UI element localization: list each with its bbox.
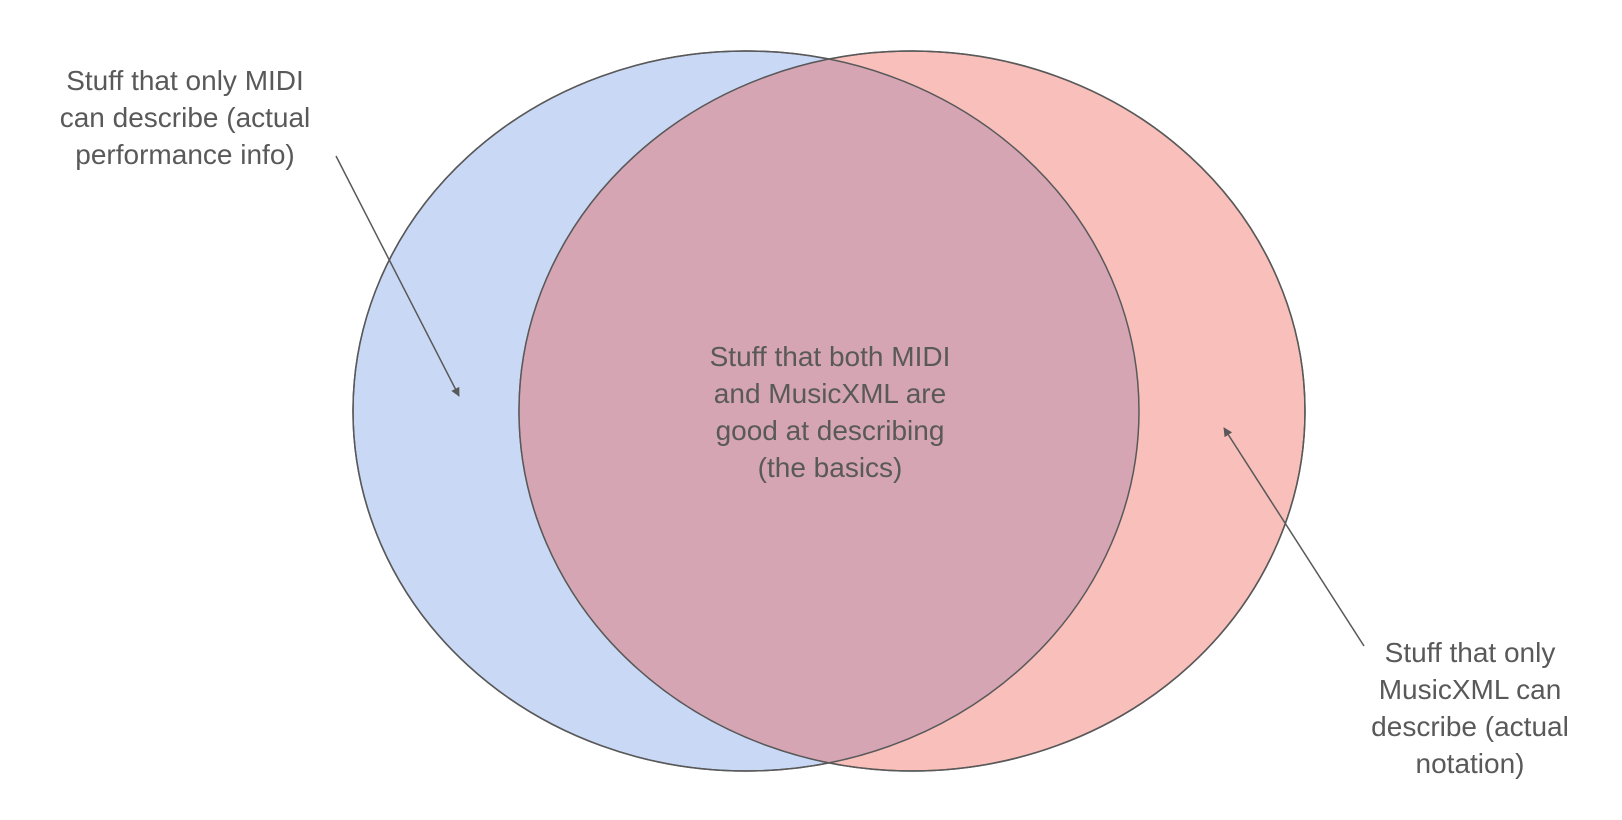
musicxml-only-label-line: MusicXML can (1378, 674, 1562, 705)
overlap-label-line: and MusicXML are (713, 378, 947, 409)
midi-only-label-line: performance info) (75, 139, 295, 170)
overlap-label: Stuff that both MIDI and MusicXML are go… (660, 338, 1000, 486)
musicxml-only-label-line: describe (actual (1371, 711, 1569, 742)
midi-only-label: Stuff that only MIDI can describe (actua… (20, 62, 350, 173)
midi-only-label-line: can describe (actual (59, 102, 311, 133)
musicxml-only-label-line: notation) (1415, 748, 1525, 779)
midi-only-arrow (335, 155, 460, 397)
musicxml-only-label-line: Stuff that only (1384, 637, 1556, 668)
overlap-label-line: good at describing (715, 415, 945, 446)
musicxml-set-outline (518, 50, 1306, 772)
midi-only-label-line: Stuff that only MIDI (66, 65, 304, 96)
overlap-label-line: (the basics) (757, 452, 903, 483)
musicxml-only-label: Stuff that only MusicXML can describe (a… (1330, 634, 1610, 782)
musicxml-only-arrow (1223, 427, 1365, 647)
midi-set-outline (352, 50, 1140, 772)
overlap-label-line: Stuff that both MIDI (709, 341, 951, 372)
